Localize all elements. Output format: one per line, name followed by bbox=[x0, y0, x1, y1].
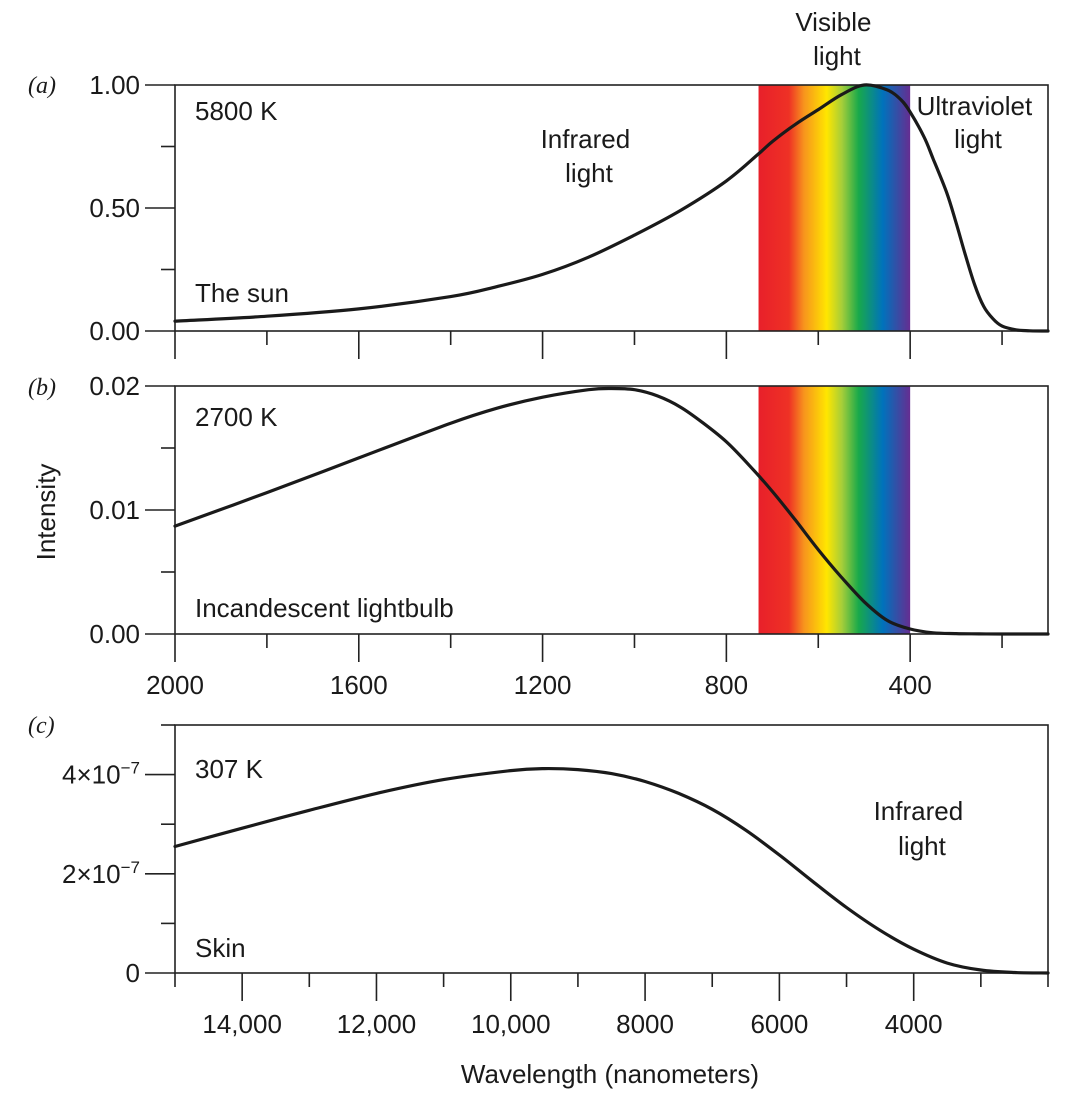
lightbulb-temperature-label: 2700 K bbox=[195, 402, 278, 432]
x-tick-label: 4000 bbox=[885, 1009, 943, 1039]
y-tick-label: 0.00 bbox=[89, 619, 140, 649]
x-axis-title: Wavelength (nanometers) bbox=[461, 1059, 759, 1089]
x-tick-label: 400 bbox=[888, 670, 931, 700]
x-tick-label: 1200 bbox=[514, 670, 572, 700]
panel-b-lightbulb: (b) 0.00 0.01 0.02 2000 1600 1200 800 400 2700… bbox=[28, 371, 1050, 700]
sun-intensity-curve bbox=[173, 83, 1050, 333]
skin-temperature-label: 307 K bbox=[195, 754, 264, 784]
y-tick-label: 0.50 bbox=[89, 193, 140, 223]
visible-spectrum-band-b bbox=[758, 386, 911, 634]
ultraviolet-annotation: Ultraviolet light bbox=[917, 91, 1040, 154]
panel-c-label: (c) bbox=[28, 713, 55, 739]
y-tick-label: 0.01 bbox=[89, 495, 140, 525]
visible-spectrum-band-a bbox=[758, 85, 911, 331]
plot-frame-c bbox=[174, 724, 1049, 974]
x-tick-label: 14,000 bbox=[202, 1009, 282, 1039]
infrared-annotation-a: Infrared light bbox=[541, 124, 638, 188]
y-tick-label: 1.00 bbox=[89, 70, 140, 100]
y-tick-label: 0.02 bbox=[89, 371, 140, 401]
panel-a-label: (a) bbox=[28, 73, 56, 99]
x-tick-label: 6000 bbox=[750, 1009, 808, 1039]
panel-b-label: (b) bbox=[28, 375, 56, 401]
x-tick-label: 800 bbox=[705, 670, 748, 700]
y-axis-a: 0.00 0.50 1.00 bbox=[89, 70, 175, 346]
x-tick-label: 1600 bbox=[330, 670, 388, 700]
sun-source-label: The sun bbox=[195, 278, 289, 308]
panel-a-sun: (a) 0.00 0.50 1.00 5800 K The sun Infrared… bbox=[28, 7, 1050, 359]
infrared-annotation-c: Infrared light bbox=[874, 796, 971, 861]
y-tick-label: 0.00 bbox=[89, 316, 140, 346]
x-axis-c: 14,000 12,000 10,000 8000 6000 4000 bbox=[174, 973, 1049, 1039]
y-tick-label: 4×10−7 bbox=[62, 759, 140, 790]
y-tick-label: 0 bbox=[126, 958, 140, 988]
y-axis-title: Intensity bbox=[31, 464, 61, 561]
x-tick-label: 10,000 bbox=[471, 1009, 551, 1039]
y-axis-b: 0.00 0.01 0.02 bbox=[89, 371, 175, 649]
x-axis-ticks-a bbox=[174, 331, 1003, 359]
x-tick-label: 12,000 bbox=[337, 1009, 417, 1039]
skin-intensity-curve bbox=[173, 766, 1050, 975]
lightbulb-source-label: Incandescent lightbulb bbox=[195, 593, 454, 623]
skin-source-label: Skin bbox=[195, 933, 246, 963]
panel-c-skin: (c) 0 2×10−7 4×10−7 14,000 12,000 10,000 8000… bbox=[28, 713, 1050, 1089]
y-axis-c: 0 2×10−7 4×10−7 bbox=[62, 724, 175, 988]
visible-light-annotation: Visible light bbox=[795, 7, 878, 71]
x-tick-label: 2000 bbox=[146, 670, 204, 700]
sun-temperature-label: 5800 K bbox=[195, 96, 278, 126]
x-tick-label: 8000 bbox=[616, 1009, 674, 1039]
x-axis-b: 2000 1600 1200 800 400 bbox=[146, 634, 1003, 700]
lightbulb-intensity-curve bbox=[173, 386, 1050, 636]
y-tick-label: 2×10−7 bbox=[62, 858, 140, 889]
